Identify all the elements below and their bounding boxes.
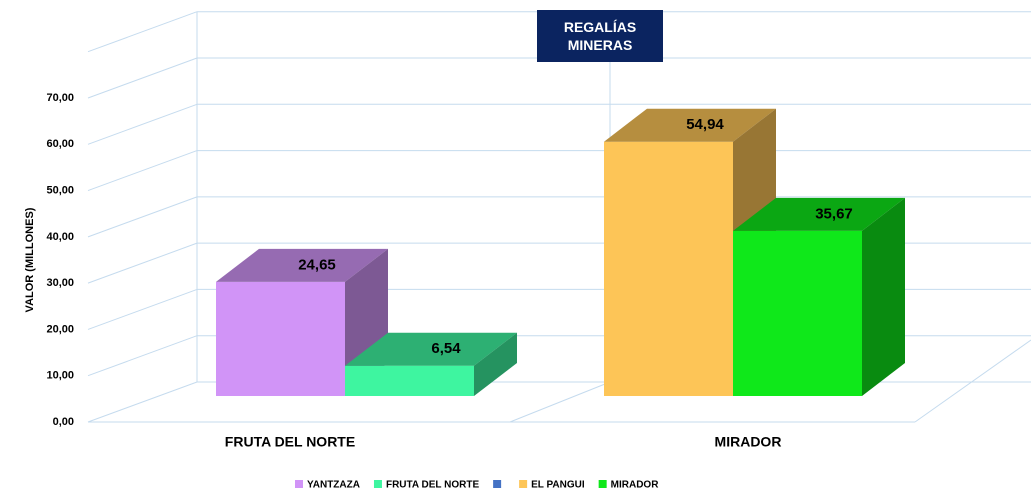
x-tick-label: FRUTA DEL NORTE	[225, 434, 355, 450]
legend-label: FRUTA DEL NORTE	[386, 480, 479, 491]
legend-label: MIRADOR	[611, 480, 660, 491]
grid-line	[87, 288, 198, 330]
grid-line	[87, 57, 198, 99]
chart-title: REGALÍAS MINERAS	[537, 10, 663, 62]
bar	[216, 281, 345, 396]
legend-swatch	[373, 480, 382, 488]
bar-top	[604, 108, 776, 142]
y-tick-label: 70,00	[46, 92, 74, 104]
legend-label: YANTZAZA	[307, 480, 360, 491]
bar-side	[862, 197, 905, 396]
grid-line	[87, 103, 198, 145]
y-axis-label: VALOR (MILLONES)	[24, 207, 36, 312]
wall-edge	[87, 11, 198, 53]
legend-swatch	[493, 480, 502, 488]
floor-edge	[509, 381, 611, 423]
legend-swatch	[295, 480, 303, 488]
legend-swatch	[519, 480, 528, 488]
bar	[345, 365, 474, 396]
grid-line	[87, 196, 198, 238]
y-tick-label: 0,00	[53, 416, 74, 428]
bar-side	[474, 332, 517, 396]
bar-top	[216, 248, 388, 282]
bar	[733, 230, 862, 396]
data-label: 54,94	[686, 116, 724, 133]
grid-line	[87, 335, 198, 377]
y-tick-label: 60,00	[46, 138, 74, 150]
y-tick-label: 20,00	[46, 323, 74, 335]
data-label: 35,67	[815, 205, 853, 222]
y-tick-label: 10,00	[46, 370, 74, 382]
data-label: 24,65	[298, 256, 336, 273]
y-tick-label: 30,00	[46, 277, 74, 289]
grid-line	[87, 150, 198, 192]
y-tick-label: 40,00	[46, 231, 74, 243]
bar-top	[345, 332, 517, 366]
floor-edge	[914, 339, 1031, 423]
legend-label: EL PANGUI	[531, 480, 585, 491]
grid-line	[87, 242, 198, 284]
bar	[604, 141, 733, 396]
data-label: 6,54	[431, 340, 461, 357]
y-tick-label: 50,00	[46, 184, 74, 196]
bar-top	[733, 197, 905, 231]
legend-swatch	[598, 480, 607, 488]
grid-line	[87, 381, 198, 423]
x-tick-label: MIRADOR	[715, 434, 782, 450]
